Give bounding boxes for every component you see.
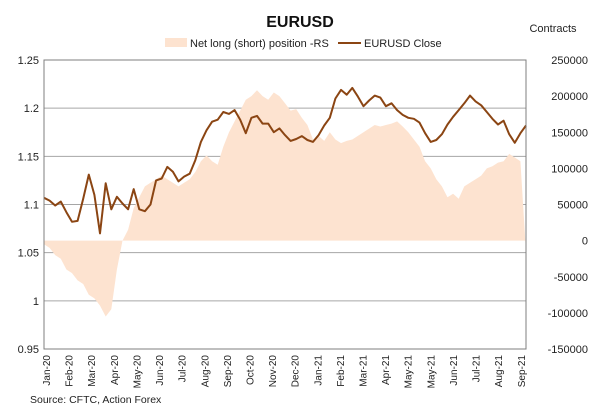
x-tick-label: Apr-20: [110, 355, 121, 385]
legend-swatch-area: [165, 38, 187, 47]
x-tick-label: Mar-21: [359, 355, 370, 387]
x-tick-label: Jun-20: [155, 355, 166, 386]
x-tick-label: Jan-21: [313, 355, 324, 386]
x-tick-label: Dec-20: [291, 355, 302, 388]
right-tick-label: 0: [582, 236, 588, 248]
x-tick-label: Sep-21: [517, 355, 528, 388]
left-tick-label: 1.25: [18, 55, 39, 67]
right-tick-label: -50000: [554, 272, 588, 284]
left-tick-label: 1: [33, 296, 39, 308]
left-tick-label: 0.95: [18, 344, 39, 356]
x-tick-label: Feb-21: [336, 355, 347, 387]
right-axis-ticks: -150000 -100000 -50000 0 50000 100000 150000 20…: [548, 55, 588, 356]
chart-title: EURUSD: [266, 14, 334, 31]
x-tick-label: Apr-21: [381, 355, 392, 385]
x-tick-label: Aug-20: [200, 355, 211, 388]
x-axis-ticks: Jan-20 Feb-20 Mar-20 Apr-20 May-20 Jun-20 Jul-…: [42, 355, 528, 389]
left-tick-label: 1.15: [18, 151, 39, 163]
source-note: Source: CFTC, Action Forex: [30, 394, 162, 406]
x-tick-label: May-20: [132, 355, 143, 389]
right-tick-label: -150000: [548, 344, 588, 356]
right-tick-label: 250000: [551, 55, 588, 67]
x-tick-label: Jun-21: [449, 355, 460, 386]
eurusd-close-line: [43, 86, 527, 235]
x-tick-label: Jul-20: [178, 355, 189, 383]
x-tick-label: Oct-20: [245, 355, 256, 385]
x-tick-label: Aug-21: [494, 355, 505, 388]
right-tick-label: 50000: [557, 200, 588, 212]
legend-label-line: EURUSD Close: [364, 38, 442, 50]
right-tick-label: 100000: [551, 163, 588, 175]
right-tick-label: 150000: [551, 127, 588, 139]
net-position-area: [44, 90, 526, 317]
x-tick-label: Feb-20: [65, 355, 76, 387]
left-tick-label: 1.2: [24, 103, 39, 115]
left-axis-ticks: 0.95 1 1.05 1.1 1.15 1.2 1.25: [18, 55, 39, 356]
x-tick-label: Jul-21: [472, 355, 483, 383]
x-tick-label: May-21: [404, 355, 415, 389]
right-tick-label: -100000: [548, 308, 588, 320]
plot-border: [43, 59, 527, 350]
x-tick-label: Nov-20: [268, 355, 279, 388]
right-tick-label: 200000: [551, 91, 588, 103]
x-tick-label: Mar-20: [87, 355, 98, 387]
x-tick-label: May-21: [426, 355, 437, 389]
x-tick-label: Sep-20: [223, 355, 234, 388]
right-axis-label: Contracts: [529, 23, 577, 35]
left-tick-label: 1.1: [24, 200, 39, 212]
left-tick-label: 1.05: [18, 248, 39, 260]
legend-label-area: Net long (short) position -RS: [190, 38, 329, 50]
x-tick-label: Jan-20: [42, 355, 53, 386]
legend: Net long (short) position -RS EURUSD Clo…: [165, 38, 442, 50]
